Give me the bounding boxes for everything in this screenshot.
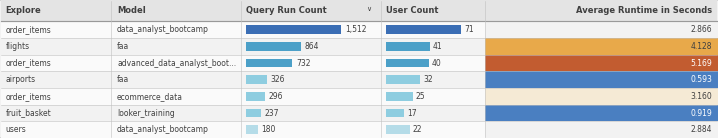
Bar [386,25,462,34]
Bar [1,21,717,38]
Text: looker_training: looker_training [117,108,174,118]
Bar [485,88,718,105]
Bar [246,42,301,51]
Bar [246,92,265,101]
Text: 3.160: 3.160 [691,92,712,101]
Text: fruit_basket: fruit_basket [6,108,52,118]
Text: 4.128: 4.128 [691,42,712,51]
Bar [246,59,292,67]
Text: 22: 22 [412,125,422,134]
Text: data_analyst_bootcamp: data_analyst_bootcamp [117,125,209,134]
Bar [485,71,718,88]
Text: 864: 864 [304,42,319,51]
Text: 2.884: 2.884 [691,125,712,134]
Text: 2.866: 2.866 [691,25,712,34]
Bar [1,121,717,138]
Bar [386,75,420,84]
Text: Model: Model [117,6,146,15]
Text: Explore: Explore [6,6,42,15]
Text: airports: airports [6,75,36,84]
Text: 296: 296 [269,92,283,101]
Text: 17: 17 [407,108,416,118]
Bar [246,75,267,84]
Text: 0.593: 0.593 [691,75,712,84]
Text: order_items: order_items [6,25,52,34]
Text: 0.919: 0.919 [691,108,712,118]
Text: 71: 71 [465,25,474,34]
Text: 326: 326 [271,75,285,84]
Text: 180: 180 [261,125,276,134]
Text: 237: 237 [265,108,279,118]
Bar [1,105,717,121]
Text: 25: 25 [416,92,425,101]
Text: 41: 41 [432,42,442,51]
Text: ecommerce_data: ecommerce_data [117,92,183,101]
Bar [386,59,429,67]
Bar [1,0,717,21]
Text: data_analyst_bootcamp: data_analyst_bootcamp [117,25,209,34]
Bar [485,55,718,71]
Text: 1,512: 1,512 [345,25,366,34]
Bar [386,109,404,117]
Bar [1,71,717,88]
Text: 32: 32 [423,75,433,84]
Bar [485,121,718,138]
Text: faa: faa [117,75,129,84]
Bar [386,125,409,134]
Bar [246,125,258,134]
Text: advanced_data_analyst_boot...: advanced_data_analyst_boot... [117,59,236,67]
Bar [386,92,413,101]
Bar [386,42,429,51]
Bar [485,105,718,121]
Text: ∨: ∨ [366,6,371,12]
Bar [485,38,718,55]
Text: faa: faa [117,42,129,51]
Bar [1,88,717,105]
Text: order_items: order_items [6,92,52,101]
Bar [246,109,261,117]
Text: Query Run Count: Query Run Count [246,6,327,15]
Text: User Count: User Count [386,6,439,15]
Bar [485,21,718,38]
Text: order_items: order_items [6,59,52,67]
Text: 40: 40 [432,59,441,67]
Text: Average Runtime in Seconds: Average Runtime in Seconds [576,6,712,15]
Bar [1,38,717,55]
Text: 732: 732 [296,59,310,67]
Bar [246,25,341,34]
Bar [1,55,717,71]
Text: flights: flights [6,42,30,51]
Text: 5.169: 5.169 [691,59,712,67]
Text: users: users [6,125,27,134]
